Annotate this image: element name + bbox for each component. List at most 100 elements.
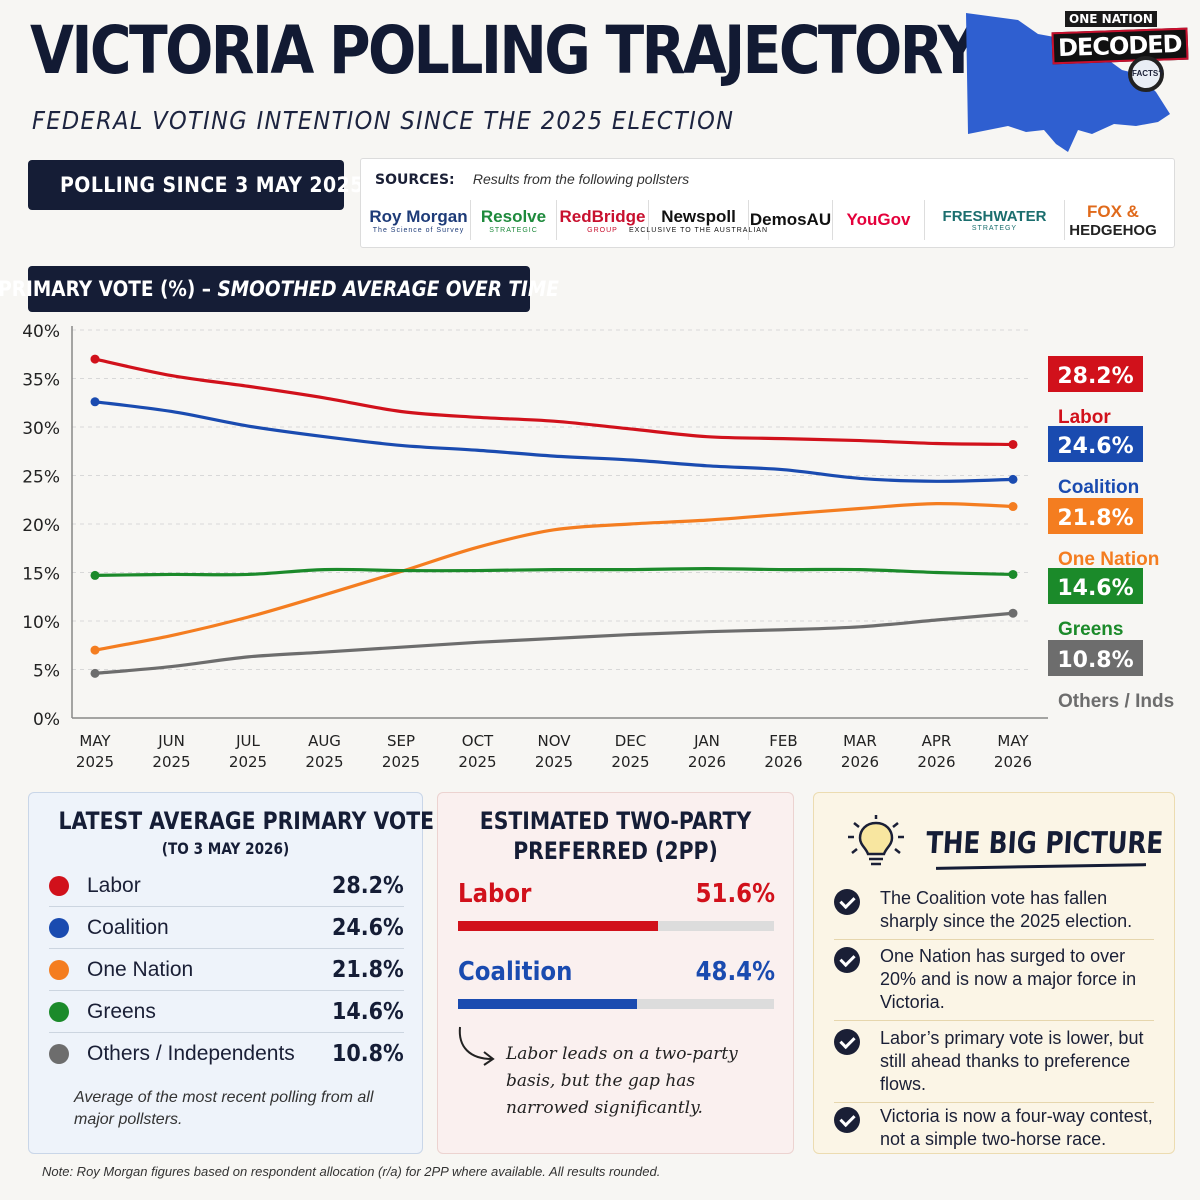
x-tick-label: DEC 2025 xyxy=(611,732,649,771)
pollster-name: YouGov xyxy=(846,210,911,229)
party-dot xyxy=(49,875,69,896)
x-tick-label: NOV 2025 xyxy=(535,732,573,771)
chart-section-label-em: SMOOTHED AVERAGE OVER TIME xyxy=(217,277,560,301)
party-name: Others / Independents xyxy=(87,1042,295,1065)
pollster-logo: Roy Morgan The Science of Survey xyxy=(367,200,471,240)
tpp-label: Labor 51.6% xyxy=(458,879,775,909)
page-title: VICTORIA POLLING TRAJECTORY xyxy=(30,12,979,89)
party-name: Greens xyxy=(87,999,156,1023)
vote-row: Others / Independents 10.8% xyxy=(49,1033,404,1075)
series-start-point xyxy=(90,397,100,407)
series-line xyxy=(94,357,1014,447)
big-picture-text: Labor’s primary vote is lower, but still… xyxy=(880,1028,1144,1094)
pollster-logo: DemosAU xyxy=(749,200,833,240)
pollster-logo: FOX & HEDGEHOG xyxy=(1065,200,1161,240)
magnifier-icon: FACTS? xyxy=(1128,56,1164,92)
brand-main-text: DECODED xyxy=(1051,27,1189,65)
x-tick-label: AUG 2025 xyxy=(305,732,343,771)
y-tick-label: 20% xyxy=(22,516,60,536)
big-picture-panel: THE BIG PICTURE The Coalition vote has f… xyxy=(813,792,1175,1154)
end-label-value: 28.2% xyxy=(1057,364,1133,389)
big-picture-text: Victoria is now a four-way contest, not … xyxy=(880,1106,1153,1149)
latest-panel-subtitle: (TO 3 MAY 2026) xyxy=(161,839,290,858)
tpp-value: 48.4% xyxy=(695,957,776,987)
party-dot xyxy=(49,1044,69,1064)
series-line xyxy=(94,567,1014,578)
pollster-logo: RedBridge GROUP xyxy=(557,200,649,240)
pollster-logos: Roy Morgan The Science of Survey Resolve ST… xyxy=(367,199,1170,241)
check-circle-icon xyxy=(834,1107,860,1133)
end-label-value: 10.8% xyxy=(1057,648,1133,673)
y-tick-label: 35% xyxy=(22,371,60,391)
series-end-point xyxy=(1008,439,1018,449)
pollster-tagline: The Science of Survey xyxy=(372,226,465,234)
x-tick-label: MAY 2025 xyxy=(76,732,114,771)
big-picture-item: The Coalition vote has fallen sharply si… xyxy=(834,887,1154,940)
series-line xyxy=(94,400,1014,483)
latest-panel-note: Average of the most recent polling from … xyxy=(74,1089,374,1128)
tpp-row: Coalition 48.4% xyxy=(458,957,776,1009)
series-start-point xyxy=(90,354,100,364)
series-end-point xyxy=(1008,474,1018,484)
tpp-note: Labor leads on a two-party basis, but th… xyxy=(506,1044,738,1118)
tpp-bar-fill xyxy=(458,921,658,931)
sources-box: SOURCES: Results from the following poll… xyxy=(360,158,1175,248)
y-tick-label: 15% xyxy=(22,565,60,585)
series-start-point xyxy=(90,570,100,580)
chart-section-label: PRIMARY VOTE (%) – SMOOTHED AVERAGE OVER… xyxy=(0,277,559,301)
vote-row: One Nation 21.8% xyxy=(49,949,404,991)
party-value: 14.6% xyxy=(332,998,404,1025)
end-label-name: Coalition xyxy=(1058,477,1139,498)
pollster-name: RedBridge xyxy=(559,206,646,226)
pollster-name: Newspoll xyxy=(661,206,736,226)
vote-row: Coalition 24.6% xyxy=(49,907,404,949)
party-dot xyxy=(49,959,69,980)
check-circle-icon xyxy=(834,947,860,973)
pollster-tagline: GROUP xyxy=(587,226,618,234)
tpp-row: Labor 51.6% xyxy=(458,879,775,931)
pollster-tagline: STRATEGY xyxy=(971,225,1018,232)
victoria-map-icon xyxy=(966,13,1170,152)
end-label-box xyxy=(1048,426,1143,462)
tpp-party: Labor xyxy=(458,879,532,909)
pollster-logo: Newspoll EXCLUSIVE TO THE AUSTRALIAN xyxy=(629,200,767,240)
latest-panel-title: LATEST AVERAGE PRIMARY VOTE xyxy=(58,807,435,835)
series-start-point xyxy=(90,668,100,678)
end-label-box xyxy=(1048,498,1143,534)
x-tick-label: APR 2026 xyxy=(917,732,955,771)
vote-row: Labor 28.2% xyxy=(49,865,404,907)
sources-heading: SOURCES: Results from the following poll… xyxy=(375,171,689,188)
lightbulb-icon xyxy=(848,815,904,866)
brand-badge-text: FACTS? xyxy=(1132,69,1164,78)
big-picture-item: Victoria is now a four-way contest, not … xyxy=(834,1105,1154,1157)
end-label-name: Greens xyxy=(1058,619,1123,640)
chart-section-badge: PRIMARY VOTE (%) – SMOOTHED AVERAGE OVER… xyxy=(0,266,559,312)
party-value: 21.8% xyxy=(332,956,404,983)
pollster-tagline: STRATEGIC xyxy=(489,226,538,234)
end-label-value: 21.8% xyxy=(1057,506,1133,531)
brand-logo: ONE NATION DECODED FACTS? xyxy=(1051,10,1189,92)
big-picture-item: Labor’s primary vote is lower, but still… xyxy=(834,1027,1154,1103)
x-tick-label: OCT 2025 xyxy=(458,732,496,771)
pollster-logo: Resolve STRATEGIC xyxy=(471,200,557,240)
pollster-name: FOX & xyxy=(1087,201,1139,221)
big-picture-title: THE BIG PICTURE xyxy=(924,825,1165,861)
series-end-point xyxy=(1008,569,1018,579)
check-circle-icon xyxy=(834,1029,860,1055)
big-picture-text: One Nation has surged to over 20% and is… xyxy=(880,946,1137,1012)
party-name: One Nation xyxy=(87,957,194,981)
vote-row: Greens 14.6% xyxy=(49,991,404,1033)
x-tick-label: FEB 2026 xyxy=(764,732,802,771)
end-label-name: Others / Inds xyxy=(1058,691,1174,712)
party-name: Coalition xyxy=(87,915,169,939)
tpp-bar-track xyxy=(458,921,774,931)
tpp-value: 51.6% xyxy=(695,879,776,909)
party-value: 24.6% xyxy=(332,914,404,941)
end-label-box xyxy=(1048,568,1143,604)
pollster-name: Resolve xyxy=(480,206,547,226)
end-label-value: 14.6% xyxy=(1057,576,1133,601)
big-picture-item: One Nation has surged to over 20% and is… xyxy=(834,945,1154,1021)
tpp-party: Coalition xyxy=(458,957,573,987)
series-end-point xyxy=(1008,502,1018,512)
big-picture-text: The Coalition vote has fallen sharply si… xyxy=(880,888,1133,931)
